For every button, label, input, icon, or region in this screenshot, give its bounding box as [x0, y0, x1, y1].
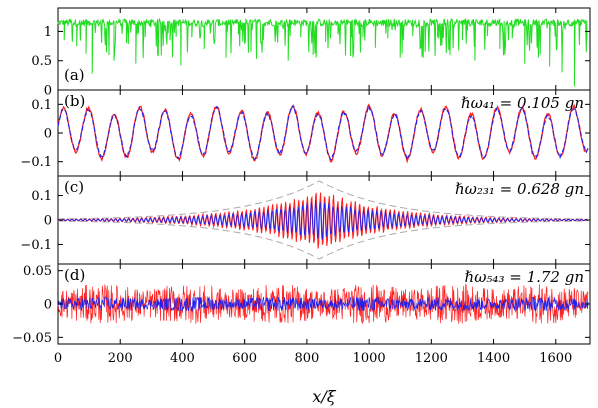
- panel-label-b: (b): [64, 92, 85, 110]
- frequency-label-c: ℏω₂₃₁ = 0.628 gn: [455, 180, 584, 198]
- panel-d: −0.05 0 0.05 (d) ℏω₅₄₃ = 1.72 gn: [12, 263, 591, 346]
- x-tick-label: 0: [54, 351, 62, 366]
- panel-label-d: (d): [64, 266, 85, 284]
- x-axis-ticks: 0 200 400 600 800 1000 1200 1400 1600: [54, 8, 572, 366]
- series-line-b-red: [57, 103, 589, 164]
- envelope-line-c-upper: [57, 180, 587, 220]
- x-tick-label: 400: [170, 351, 195, 366]
- y-ticks-a: 00.51: [31, 25, 590, 99]
- panel-a: 00.51 (a): [31, 7, 591, 99]
- y-tick-label: 0.5: [31, 54, 52, 69]
- series-line-c-red: [57, 192, 589, 249]
- y-ticks-d: −0.05 0 0.05: [12, 264, 590, 346]
- panel-c: −0.1 0 0.1 (c) ℏω₂₃₁ = 0.628 gn: [20, 175, 591, 265]
- y-tick-label: 0.05: [23, 264, 52, 279]
- y-tick-label: −0.1: [20, 238, 52, 253]
- y-tick-label: −0.05: [12, 331, 52, 346]
- panel-b: −0.1 0 0.1 (b) ℏω₄₁ = 0.105 gn: [20, 89, 591, 177]
- y-tick-label: 0: [44, 298, 52, 313]
- frequency-label-d: ℏω₅₄₃ = 1.72 gn: [465, 268, 584, 286]
- y-ticks-b: −0.1 0 0.1: [20, 98, 590, 170]
- y-tick-label: −0.1: [20, 155, 52, 170]
- panel-label-c: (c): [64, 178, 84, 196]
- y-tick-label: 0.1: [31, 98, 52, 113]
- x-tick-label: 800: [294, 351, 319, 366]
- x-tick-label: 1400: [477, 351, 510, 366]
- series-line-b-blue: [57, 103, 589, 162]
- frequency-label-b: ℏω₄₁ = 0.105 gn: [461, 94, 584, 112]
- envelope-line-c-lower: [57, 220, 587, 260]
- y-tick-label: 0: [44, 84, 52, 99]
- x-tick-label: 1000: [353, 351, 386, 366]
- panel-label-a: (a): [64, 66, 85, 84]
- x-tick-label: 1600: [539, 351, 572, 366]
- series-line-c-blue: [57, 200, 589, 240]
- y-tick-label: 0: [44, 214, 52, 229]
- x-tick-label: 200: [108, 351, 133, 366]
- y-tick-label: 1: [44, 25, 52, 40]
- y-ticks-c: −0.1 0 0.1: [20, 189, 590, 253]
- y-tick-label: 0: [44, 127, 52, 142]
- y-tick-label: 0.1: [31, 189, 52, 204]
- series-line-d-blue: [57, 296, 589, 313]
- series-line-a-green: [57, 17, 588, 87]
- x-axis-title: x/ξ: [312, 387, 336, 406]
- x-tick-label: 600: [232, 351, 257, 366]
- x-tick-label: 1200: [415, 351, 448, 366]
